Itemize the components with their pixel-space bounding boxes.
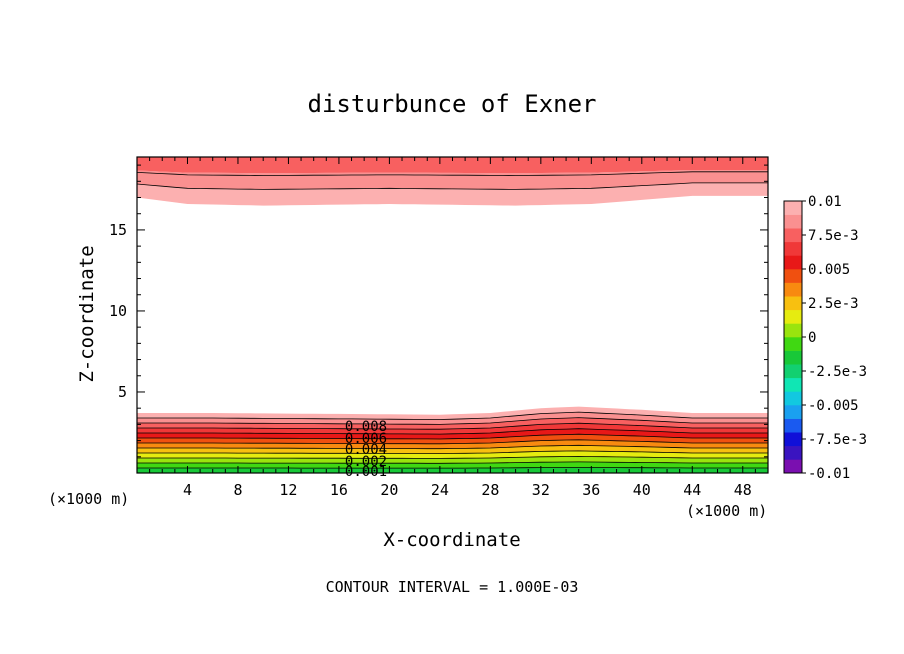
x-tick-label: 28: [481, 481, 499, 499]
x-tick-label: 16: [330, 481, 348, 499]
x-tick-label: 12: [279, 481, 297, 499]
colorbar-label: 2.5e-3: [808, 296, 859, 312]
contour-line: [137, 428, 768, 435]
x-tick-label: 8: [233, 481, 242, 499]
top-band: [137, 157, 768, 174]
contour-line: [137, 411, 768, 420]
colorbar-label: 0.01: [808, 194, 842, 210]
colorbar-swatch: [784, 432, 802, 447]
bottom-band: [137, 456, 768, 464]
colorbar-swatch: [784, 241, 802, 256]
colorbar-swatch: [784, 269, 802, 283]
colorbar: 0.01 7.5e-3 0.005 2.5e-3 0 -2.5e-3 -0.005 -7.5e…: [783, 194, 867, 482]
contour-interval-note: CONTOUR INTERVAL = 1.000E-03: [326, 578, 579, 596]
x-unit-right: (×1000 m): [686, 502, 767, 520]
colorbar-swatch: [784, 377, 802, 392]
colorbar-label: -7.5e-3: [808, 432, 867, 448]
colorbar-label: 0.005: [808, 262, 850, 278]
colorbar-swatch: [784, 350, 802, 365]
contour-label: 0.008: [345, 419, 387, 435]
bottom-band: [137, 445, 768, 454]
colorbar-label: -0.01: [808, 466, 850, 482]
contour-line: [137, 422, 768, 430]
contour-line: [137, 417, 768, 425]
colorbar-swatch: [784, 201, 802, 215]
contour-line: [137, 439, 768, 445]
contour-label: 0.001: [345, 464, 387, 480]
colorbar-swatch: [784, 459, 802, 474]
top-band: [137, 170, 768, 190]
contour-label: 0.006: [345, 431, 387, 447]
contour-line: [137, 450, 768, 455]
contour-line: [137, 467, 768, 469]
colorbar-swatch: [784, 282, 802, 297]
contour-line: [137, 455, 768, 459]
contour-line: [136, 182, 768, 190]
colorbar-swatch: [784, 296, 802, 311]
bottom-band: [137, 439, 768, 449]
x-tick-label: 36: [582, 481, 600, 499]
top-band: [137, 182, 768, 206]
x-axis: 4 8 12 16 20 24 28 32 36 40 44 48: [149, 157, 756, 499]
x-tick-label: 48: [734, 481, 752, 499]
x-tick-label: 32: [532, 481, 550, 499]
bottom-band: [137, 423, 768, 435]
colorbar-swatch: [784, 337, 802, 351]
colorbar-label: -2.5e-3: [808, 364, 867, 380]
y-tick-label: 5: [118, 383, 127, 401]
y-tick-label: 10: [109, 302, 127, 320]
y-axis-label: Z-coordinate: [76, 245, 98, 382]
colorbar-swatch: [784, 323, 802, 338]
contour-lines: [136, 171, 768, 469]
y-tick-label: 15: [109, 221, 127, 239]
colorbar-swatch: [784, 445, 802, 460]
colorbar-swatch: [784, 309, 802, 324]
colorbar-swatch: [784, 228, 802, 243]
bottom-band: [137, 406, 768, 420]
chart-title: disturbunce of Exner: [308, 90, 597, 118]
contour-line: [137, 444, 768, 450]
contour-line: [137, 433, 768, 440]
colorbar-label: 0: [808, 330, 816, 346]
colorbar-swatch: [784, 255, 802, 270]
colorbar-label: 7.5e-3: [808, 228, 859, 244]
x-tick-label: 20: [380, 481, 398, 499]
bottom-band: [137, 417, 768, 430]
x-tick-label: 4: [183, 481, 192, 499]
colorbar-swatch: [784, 214, 802, 229]
x-unit-left: (×1000 m): [48, 490, 129, 508]
contour-line: [137, 461, 768, 464]
colorbar-swatch: [784, 418, 802, 433]
contour-label: 0.002: [345, 454, 387, 470]
contour-label: 0.004: [345, 442, 387, 458]
colorbar-swatch: [784, 405, 802, 419]
colorbar-label: -0.005: [808, 398, 859, 414]
top-contour-bands: [137, 157, 768, 206]
x-axis-label: X-coordinate: [383, 529, 520, 551]
colorbar-swatch: [784, 391, 802, 406]
bottom-band: [137, 412, 768, 425]
x-tick-label: 40: [633, 481, 651, 499]
x-tick-label: 24: [431, 481, 449, 499]
contour-line: [136, 171, 768, 176]
y-axis: 5 10 15: [109, 164, 768, 458]
colorbar-swatch: [784, 364, 802, 379]
x-tick-label: 44: [683, 481, 701, 499]
